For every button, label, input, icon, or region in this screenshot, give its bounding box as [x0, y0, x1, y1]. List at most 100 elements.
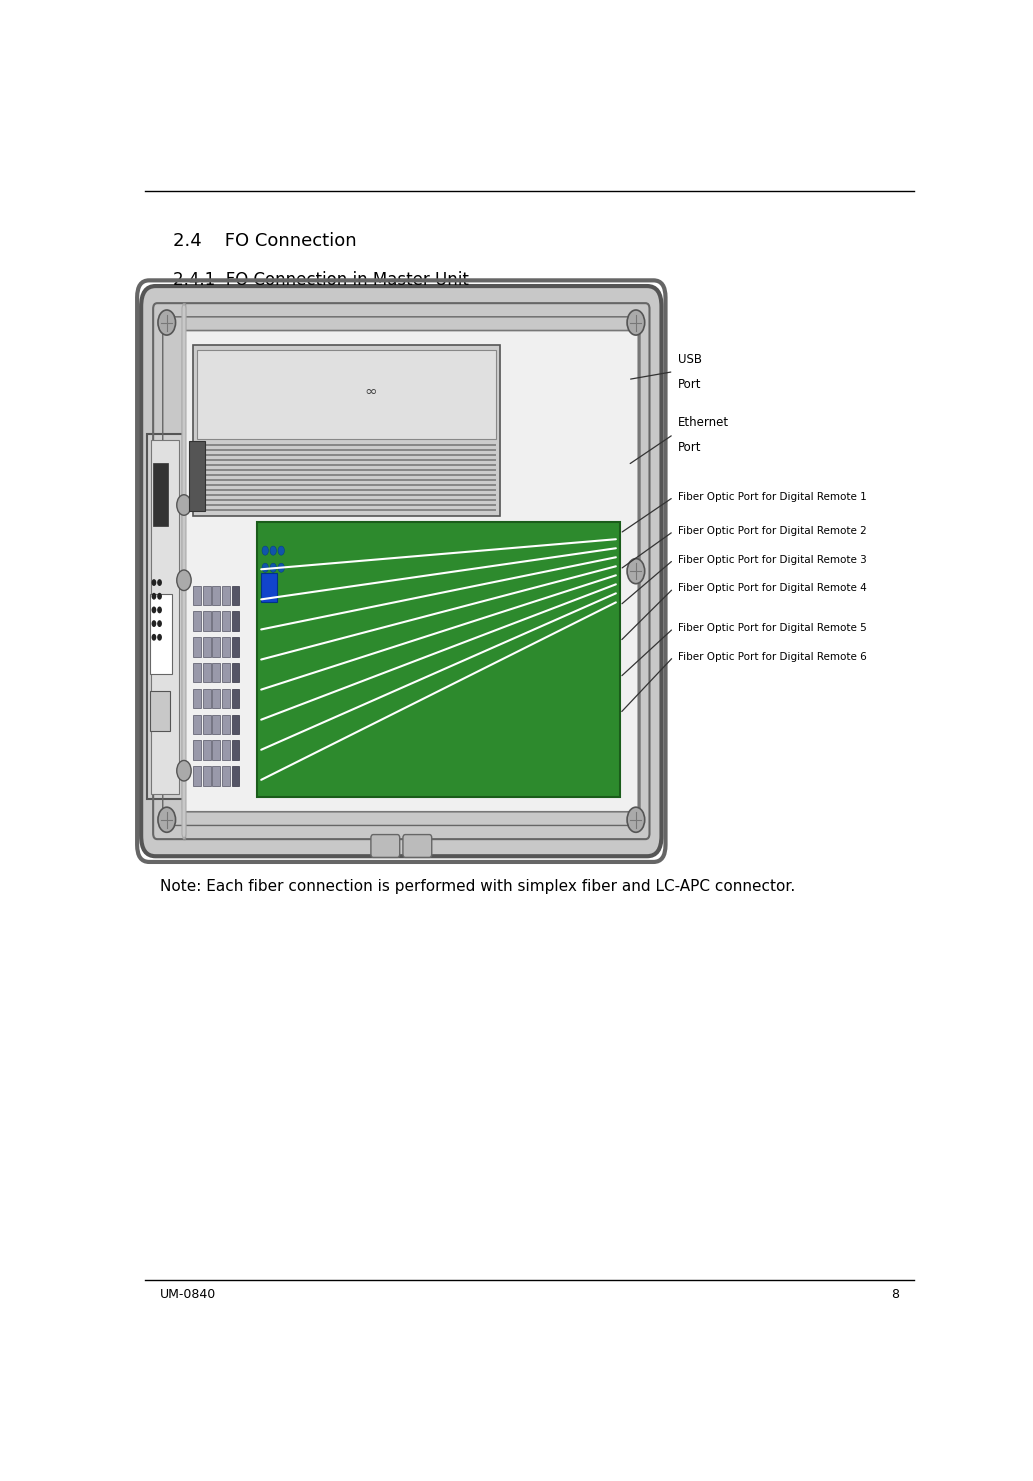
Bar — [213, 715, 220, 735]
Bar — [222, 689, 230, 708]
Circle shape — [152, 621, 156, 626]
Text: Fiber Optic Port for Digital Remote 4: Fiber Optic Port for Digital Remote 4 — [678, 584, 867, 594]
Bar — [213, 612, 220, 631]
Bar — [193, 663, 201, 683]
Bar — [197, 499, 496, 501]
Bar — [222, 612, 230, 631]
Bar — [213, 740, 220, 760]
Text: Fiber Optic Port for Digital Remote 1: Fiber Optic Port for Digital Remote 1 — [678, 492, 867, 502]
Text: Port: Port — [678, 441, 701, 453]
Bar — [197, 464, 496, 467]
Circle shape — [262, 563, 269, 572]
Text: USB: USB — [678, 352, 701, 366]
Bar — [222, 663, 230, 683]
Bar — [193, 612, 201, 631]
Bar — [202, 689, 211, 708]
Circle shape — [152, 579, 156, 586]
Circle shape — [157, 592, 162, 600]
Bar — [222, 637, 230, 656]
Bar — [193, 689, 201, 708]
Bar — [232, 740, 239, 760]
Bar — [197, 444, 496, 446]
Text: Fiber Optic Port for Digital Remote 3: Fiber Optic Port for Digital Remote 3 — [678, 555, 867, 564]
Bar — [150, 692, 170, 730]
Circle shape — [157, 579, 162, 586]
Text: 2.4    FO Connection: 2.4 FO Connection — [174, 233, 356, 250]
Circle shape — [152, 634, 156, 641]
Bar — [232, 663, 239, 683]
Bar — [232, 766, 239, 785]
Bar — [202, 612, 211, 631]
Bar — [193, 740, 201, 760]
Circle shape — [158, 310, 176, 335]
Bar — [213, 766, 220, 785]
Bar — [197, 508, 496, 511]
Text: Ethernet: Ethernet — [678, 416, 728, 428]
Bar — [213, 637, 220, 656]
Bar — [202, 766, 211, 785]
Bar — [193, 637, 201, 656]
Text: UM-0840: UM-0840 — [159, 1288, 216, 1300]
Circle shape — [270, 563, 277, 572]
Circle shape — [177, 760, 191, 780]
Bar — [197, 474, 496, 475]
Bar — [197, 459, 496, 461]
Bar — [213, 663, 220, 683]
Bar — [197, 455, 496, 456]
Bar — [232, 585, 239, 604]
Bar — [193, 715, 201, 735]
FancyBboxPatch shape — [183, 330, 638, 812]
Circle shape — [157, 634, 162, 641]
Circle shape — [627, 310, 645, 335]
Bar — [147, 434, 183, 800]
Bar — [197, 504, 496, 505]
Circle shape — [177, 570, 191, 591]
Circle shape — [627, 807, 645, 832]
FancyBboxPatch shape — [142, 286, 661, 856]
Bar — [197, 478, 496, 481]
Circle shape — [278, 563, 284, 572]
Circle shape — [158, 807, 176, 832]
Bar — [232, 637, 239, 656]
Bar — [197, 351, 496, 440]
Bar — [193, 345, 500, 517]
Text: Note: Each fiber connection is performed with simplex fiber and LC-APC connector: Note: Each fiber connection is performed… — [159, 880, 794, 895]
Bar — [222, 766, 230, 785]
Bar — [150, 594, 171, 674]
Bar — [193, 585, 201, 604]
Bar — [197, 484, 496, 486]
Bar — [193, 766, 201, 785]
Text: Port: Port — [678, 378, 701, 391]
Text: Fiber Optic Port for Digital Remote 2: Fiber Optic Port for Digital Remote 2 — [678, 526, 867, 536]
Bar — [222, 585, 230, 604]
Bar — [213, 585, 220, 604]
Bar — [202, 637, 211, 656]
FancyBboxPatch shape — [371, 835, 400, 857]
Bar — [202, 715, 211, 735]
Circle shape — [270, 546, 277, 555]
Bar — [151, 440, 179, 794]
Bar — [183, 304, 185, 840]
Circle shape — [152, 607, 156, 613]
Text: Fiber Optic Port for Digital Remote 6: Fiber Optic Port for Digital Remote 6 — [678, 652, 867, 662]
Bar — [197, 469, 496, 471]
Circle shape — [262, 546, 269, 555]
Bar — [197, 489, 496, 490]
Bar — [232, 715, 239, 735]
Bar — [202, 663, 211, 683]
Bar — [202, 740, 211, 760]
Bar — [257, 523, 620, 797]
Bar — [261, 573, 277, 601]
Bar — [232, 689, 239, 708]
Bar — [197, 449, 496, 452]
Circle shape — [278, 546, 284, 555]
FancyBboxPatch shape — [182, 304, 186, 838]
Bar — [197, 493, 496, 496]
Bar — [222, 715, 230, 735]
Circle shape — [157, 621, 162, 626]
Bar — [222, 740, 230, 760]
Bar — [202, 585, 211, 604]
Text: 8: 8 — [891, 1288, 900, 1300]
Text: Fiber Optic Port for Digital Remote 5: Fiber Optic Port for Digital Remote 5 — [678, 624, 867, 634]
Text: ∞: ∞ — [364, 384, 377, 398]
